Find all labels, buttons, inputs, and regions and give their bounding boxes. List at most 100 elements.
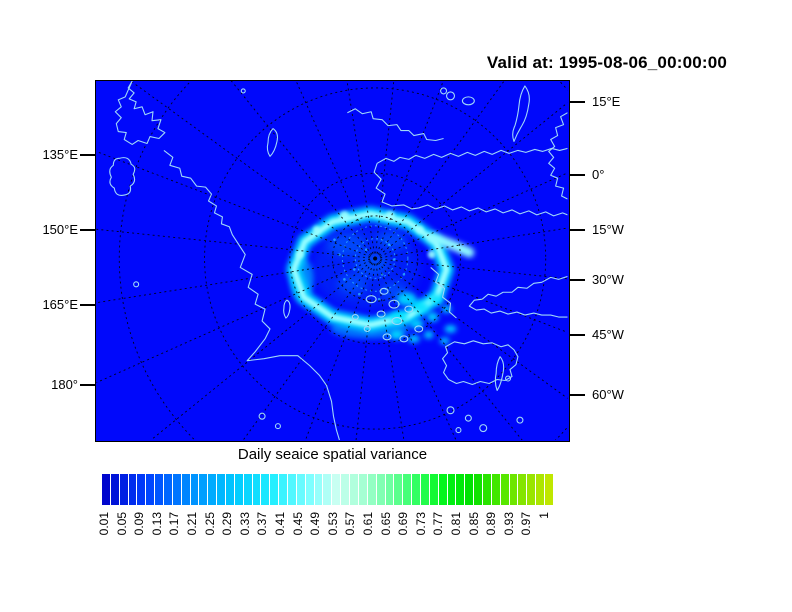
colorbar-cell xyxy=(536,474,544,505)
axis-tick-label: 60°W xyxy=(592,387,624,402)
colorbar-labels: 0.01 0.05 0.09 0.13 0.17 0.21 0.25 0.29 0.33 0.37… xyxy=(97,505,562,555)
colorbar-cell xyxy=(350,474,358,505)
colorbar-tick-label: 0.69 xyxy=(396,512,411,536)
coast-siberia xyxy=(163,149,340,440)
colorbar-tick-label: 0.37 xyxy=(255,512,270,536)
axis-tick xyxy=(570,101,585,103)
colorbar-tick-label: 0.17 xyxy=(167,512,182,536)
colorbar-cell xyxy=(155,474,164,505)
colorbar-tick-label: 0.57 xyxy=(343,512,358,536)
colorbar-tick-label: 0.09 xyxy=(132,512,147,536)
meridian-line xyxy=(242,258,376,440)
colorbar-tick-label: 0.25 xyxy=(202,512,217,536)
colorbar-cell xyxy=(190,474,199,505)
colorbar-tick-label: 0.85 xyxy=(466,512,481,536)
colorbar-cell xyxy=(456,474,465,505)
map-caption: Daily seaice spatial variance xyxy=(237,446,428,463)
meridian-line xyxy=(375,258,568,280)
axis-tick xyxy=(570,334,585,336)
axis-tick xyxy=(80,304,95,306)
axis-tick-label: 30°W xyxy=(592,272,624,287)
colorbar-cell xyxy=(208,474,217,505)
meridian-line xyxy=(374,172,568,259)
colorbar-cell xyxy=(137,474,146,505)
meridian-line xyxy=(346,81,376,259)
colorbar-cell xyxy=(518,474,527,505)
meridian-line xyxy=(150,258,376,440)
colorbar-cell xyxy=(314,474,323,505)
colorbar-cell xyxy=(305,474,314,505)
colorbar-cell xyxy=(491,474,500,505)
meridian-line xyxy=(96,258,376,304)
colorbar-tick-label: 0.45 xyxy=(290,512,305,536)
colorbar-cell xyxy=(385,474,394,505)
meridian-line xyxy=(96,258,376,384)
colorbar-tick-label: 0.73 xyxy=(413,512,428,536)
meridian-line xyxy=(374,81,395,259)
axis-tick-label: 15°W xyxy=(592,222,624,237)
colorbar-tick-label: 0.29 xyxy=(220,512,235,536)
meridian-line xyxy=(96,228,376,259)
axis-tick xyxy=(80,154,95,156)
colorbar-cell xyxy=(332,474,341,505)
axis-tick xyxy=(570,279,585,281)
colorbar-tick-label: 0.61 xyxy=(361,512,375,536)
colorbar-tick-label: 0.05 xyxy=(114,512,129,536)
colorbar-cell xyxy=(252,474,261,505)
map-panel xyxy=(95,80,570,442)
colorbar-tick-label: 0.41 xyxy=(273,512,287,536)
colorbar-cell xyxy=(270,474,279,505)
colorbar-tick-label: 0.49 xyxy=(308,512,323,536)
meridian-line xyxy=(374,258,568,399)
colorbar-tick-label: 0.65 xyxy=(378,512,393,536)
meridian-line xyxy=(374,102,568,259)
colorbar-cell xyxy=(234,474,243,505)
colorbar-cell xyxy=(447,474,456,505)
colorbar-cell xyxy=(323,474,332,505)
meridian-line xyxy=(304,258,376,440)
colorbar-tick-label: 0.21 xyxy=(185,512,199,536)
axis-tick-label: 45°W xyxy=(592,327,624,342)
sea-ice-variance-field xyxy=(286,206,475,345)
graticule xyxy=(96,81,568,440)
colorbar-cell xyxy=(429,474,438,505)
colorbar-cell xyxy=(172,474,181,505)
colorbar xyxy=(102,474,553,505)
plot-title: Valid at: 1995-08-06_00:00:00 xyxy=(486,53,728,72)
colorbar-tick-label: 0.53 xyxy=(325,512,340,536)
colorbar-cell xyxy=(279,474,288,505)
meridian-line xyxy=(295,81,376,259)
axis-tick xyxy=(570,174,585,176)
colorbar-tick-label: 1 xyxy=(537,512,551,519)
colorbar-cell xyxy=(420,474,429,505)
colorbar-tick-label: 0.93 xyxy=(501,512,516,536)
coastlines xyxy=(109,81,568,440)
axis-tick-label: 15°E xyxy=(592,94,621,109)
colorbar-cell xyxy=(500,474,509,505)
colorbar-tick-label: 0.77 xyxy=(431,512,446,536)
coast-archipelago-nw xyxy=(114,81,166,146)
meridian-line xyxy=(355,258,376,440)
colorbar-cell xyxy=(394,474,403,505)
colorbar-cell xyxy=(376,474,385,505)
axis-tick xyxy=(80,229,95,231)
coast-island-se xyxy=(442,340,519,386)
axis-tick xyxy=(570,394,585,396)
colorbar-cell xyxy=(482,474,491,505)
colorbar-cell xyxy=(367,474,376,505)
ice-blob-cluster xyxy=(390,292,457,345)
colorbar-cell xyxy=(110,474,119,505)
colorbar-tick-label: 0.89 xyxy=(484,512,499,536)
meridian-line xyxy=(96,151,376,259)
latitude-circle xyxy=(204,87,547,430)
colorbar-cell xyxy=(412,474,420,505)
axis-tick-label: 135°E xyxy=(42,147,78,162)
meridian-line xyxy=(374,258,523,440)
colorbar-cell xyxy=(226,474,234,505)
colorbar-cell xyxy=(544,474,553,505)
colorbar-cell xyxy=(199,474,208,505)
axis-tick xyxy=(80,384,95,386)
colorbar-tick-label: 0.81 xyxy=(449,512,463,536)
colorbar-tick-label: 0.97 xyxy=(519,512,534,536)
meridian-line xyxy=(375,227,568,259)
